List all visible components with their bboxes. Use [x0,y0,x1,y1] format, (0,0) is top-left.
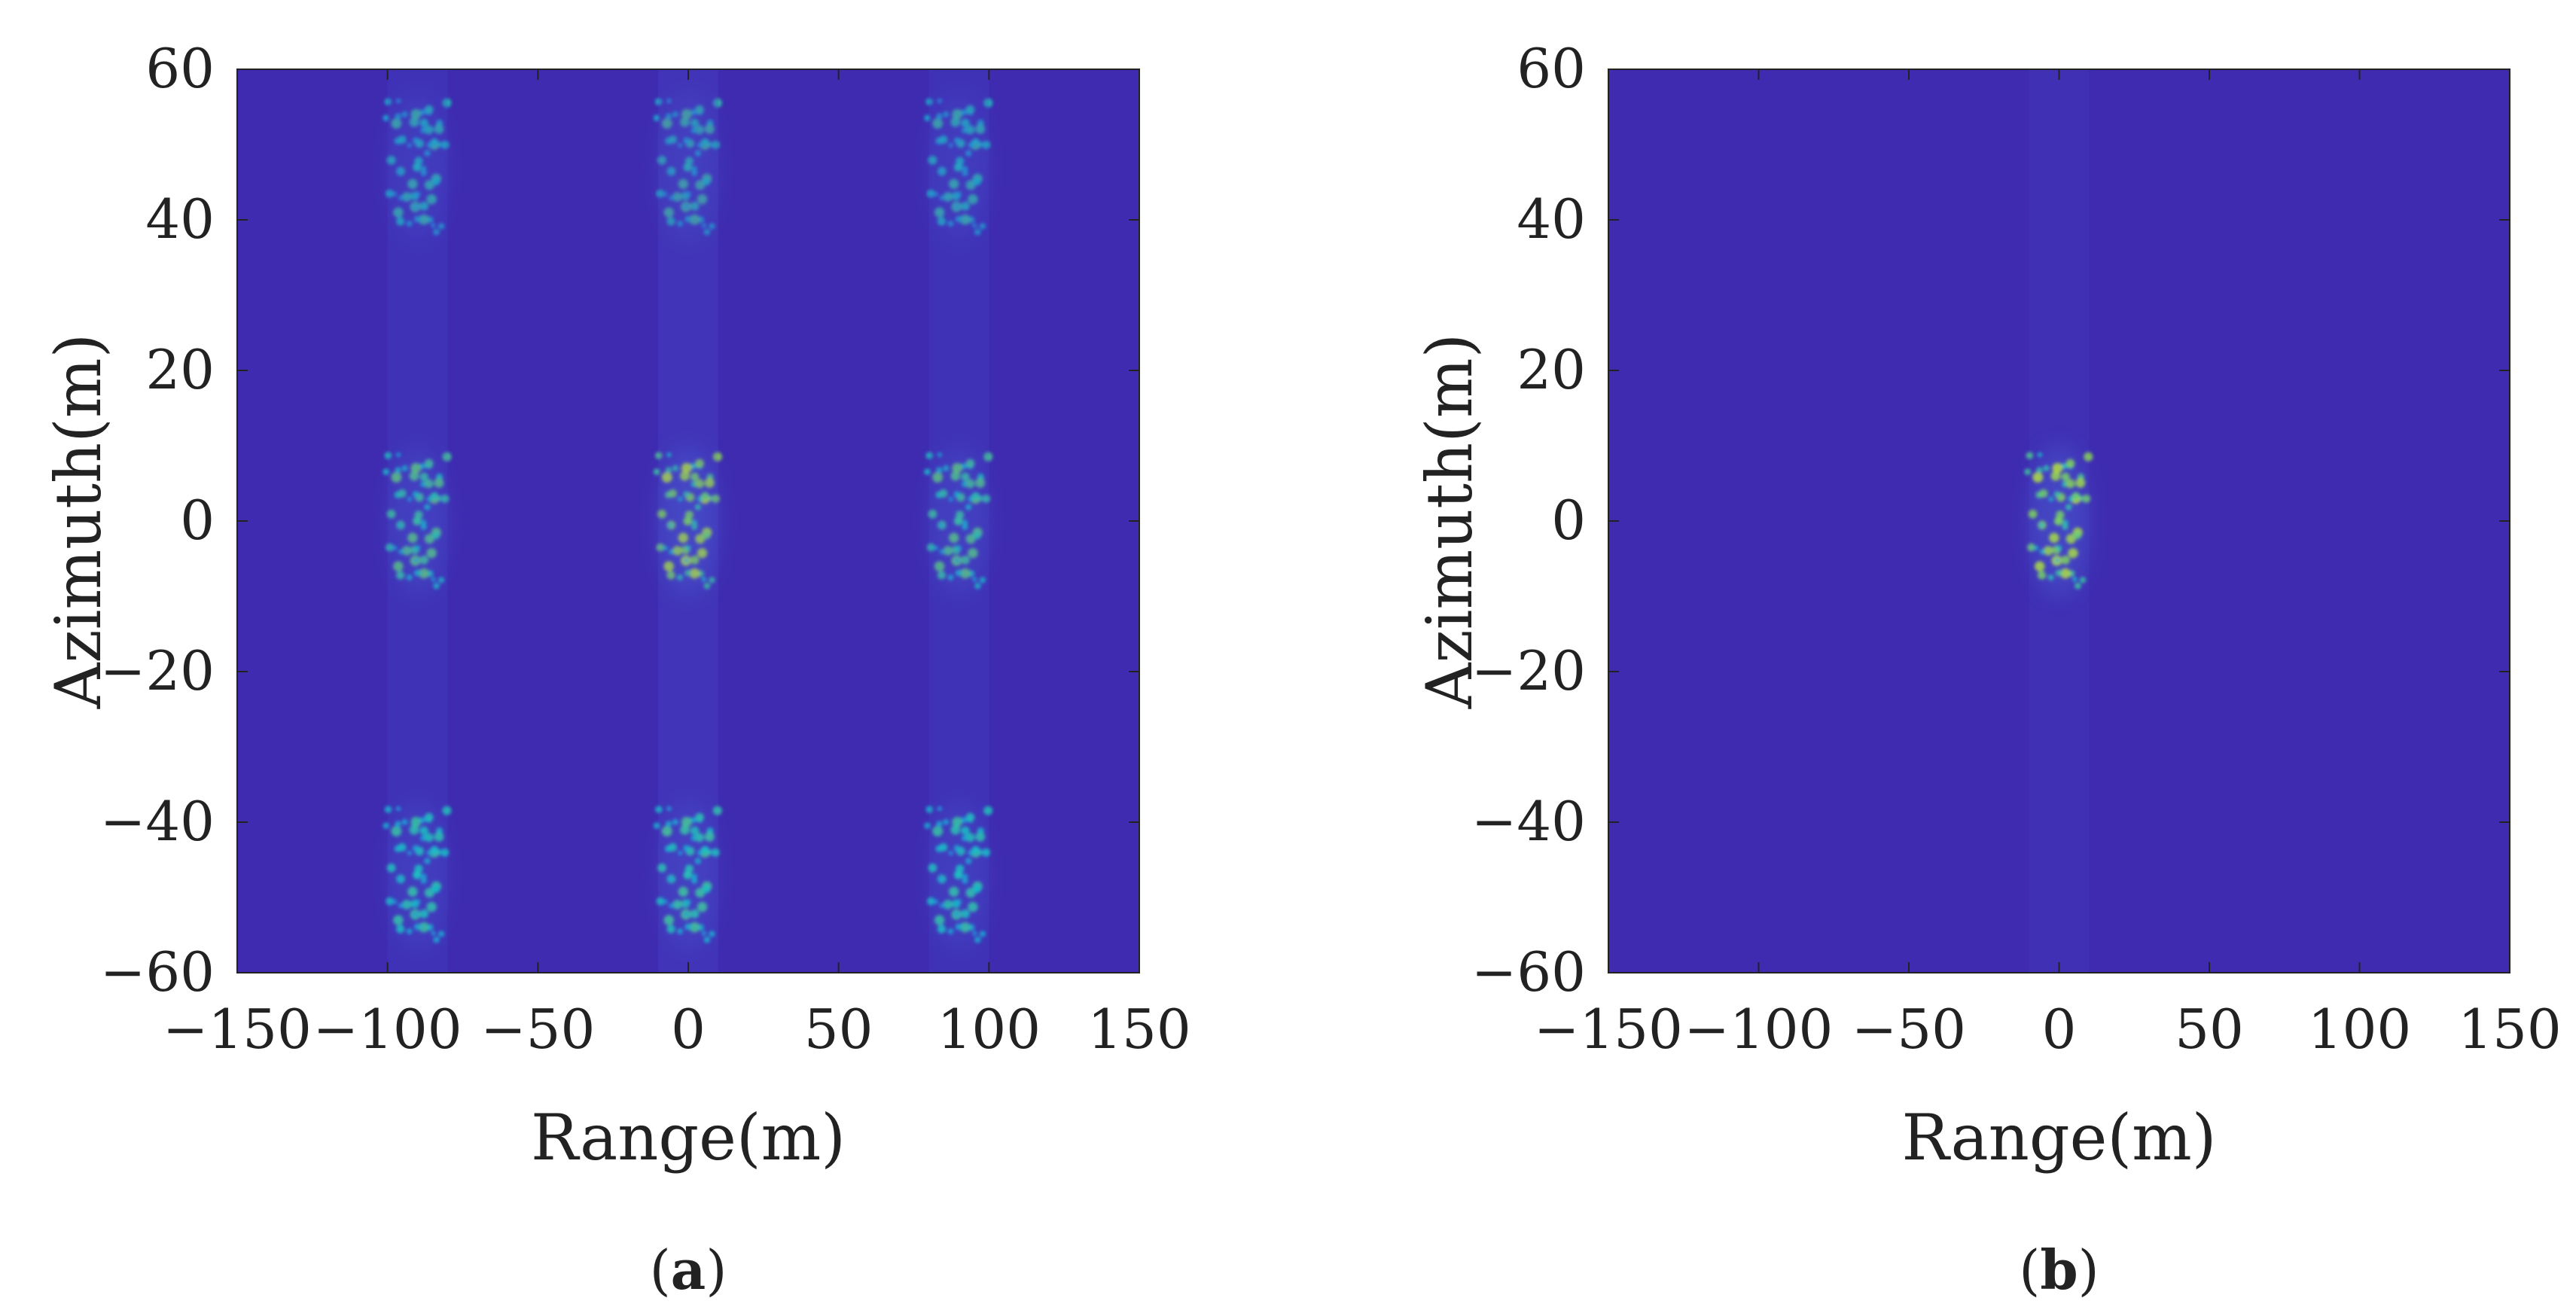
panel-caption: (a) [650,1238,727,1302]
target-image [383,69,452,973]
y-tick-label: 0 [1551,489,1586,552]
y-tick-label: 60 [1517,37,1586,100]
y-tick-label: 40 [145,187,215,251]
y-tick-label: 20 [145,338,215,401]
y-tick-label: 40 [1517,187,1586,251]
x-tick-label: 100 [937,998,1041,1061]
axes-frame [236,69,1140,973]
x-tick-label: 0 [2042,998,2077,1061]
x-tick-label: 50 [2175,998,2244,1061]
y-tick-label: −60 [1471,940,1586,1004]
y-tick-labels: 60 40 20 0 −20 −40 −60 [1471,37,1586,1004]
target-image [924,69,993,973]
y-axis-label: Azimuth(m) [41,334,115,710]
y-tick-label: −60 [100,940,215,1004]
panel-caption-letter: a [671,1238,706,1302]
y-tick-label: −40 [100,790,215,853]
x-tick-label: −50 [480,998,595,1061]
y-tick-labels: 60 40 20 0 −20 −40 −60 [100,37,215,1004]
y-tick-label: 20 [1517,338,1586,401]
y-tick-label: −20 [100,639,215,702]
target-image [653,69,722,973]
x-tick-label: 0 [671,998,706,1061]
x-tick-label: −100 [313,998,462,1061]
x-tick-label: 50 [804,998,873,1061]
x-tick-labels: −150 −100 −50 0 50 100 150 [1534,998,2562,1061]
x-tick-label: 150 [2458,998,2561,1061]
panel-a: −150 −100 −50 0 50 100 150 60 40 20 0 −20 −40 −60 Ra… [41,37,1191,1302]
y-tick-label: 60 [145,37,215,100]
target-image [2024,69,2093,973]
x-tick-label: −150 [1534,998,1683,1061]
panel-b: −150 −100 −50 0 50 100 150 60 40 20 0 −20 −40 −60 Ra… [1413,37,2562,1302]
y-axis-label: Azimuth(m) [1413,334,1486,710]
panel-caption: (b) [2019,1238,2099,1302]
x-axis-label: Range(m) [531,1101,846,1175]
panel-caption-letter: b [2040,1238,2078,1302]
y-tick-label: −20 [1471,639,1586,702]
y-tick-label: −40 [1471,790,1586,853]
x-tick-label: 150 [1087,998,1190,1061]
targets-layer [2024,69,2093,973]
targets-layer [383,69,993,973]
x-tick-label: −50 [1852,998,1966,1061]
x-tick-labels: −150 −100 −50 0 50 100 150 [163,998,1191,1061]
y-tick-label: 0 [180,489,215,552]
x-tick-label: 100 [2308,998,2411,1061]
x-axis-label: Range(m) [1901,1101,2216,1175]
x-tick-label: −150 [163,998,312,1061]
x-tick-label: −100 [1684,998,1834,1061]
axes-frame [1608,69,2510,973]
